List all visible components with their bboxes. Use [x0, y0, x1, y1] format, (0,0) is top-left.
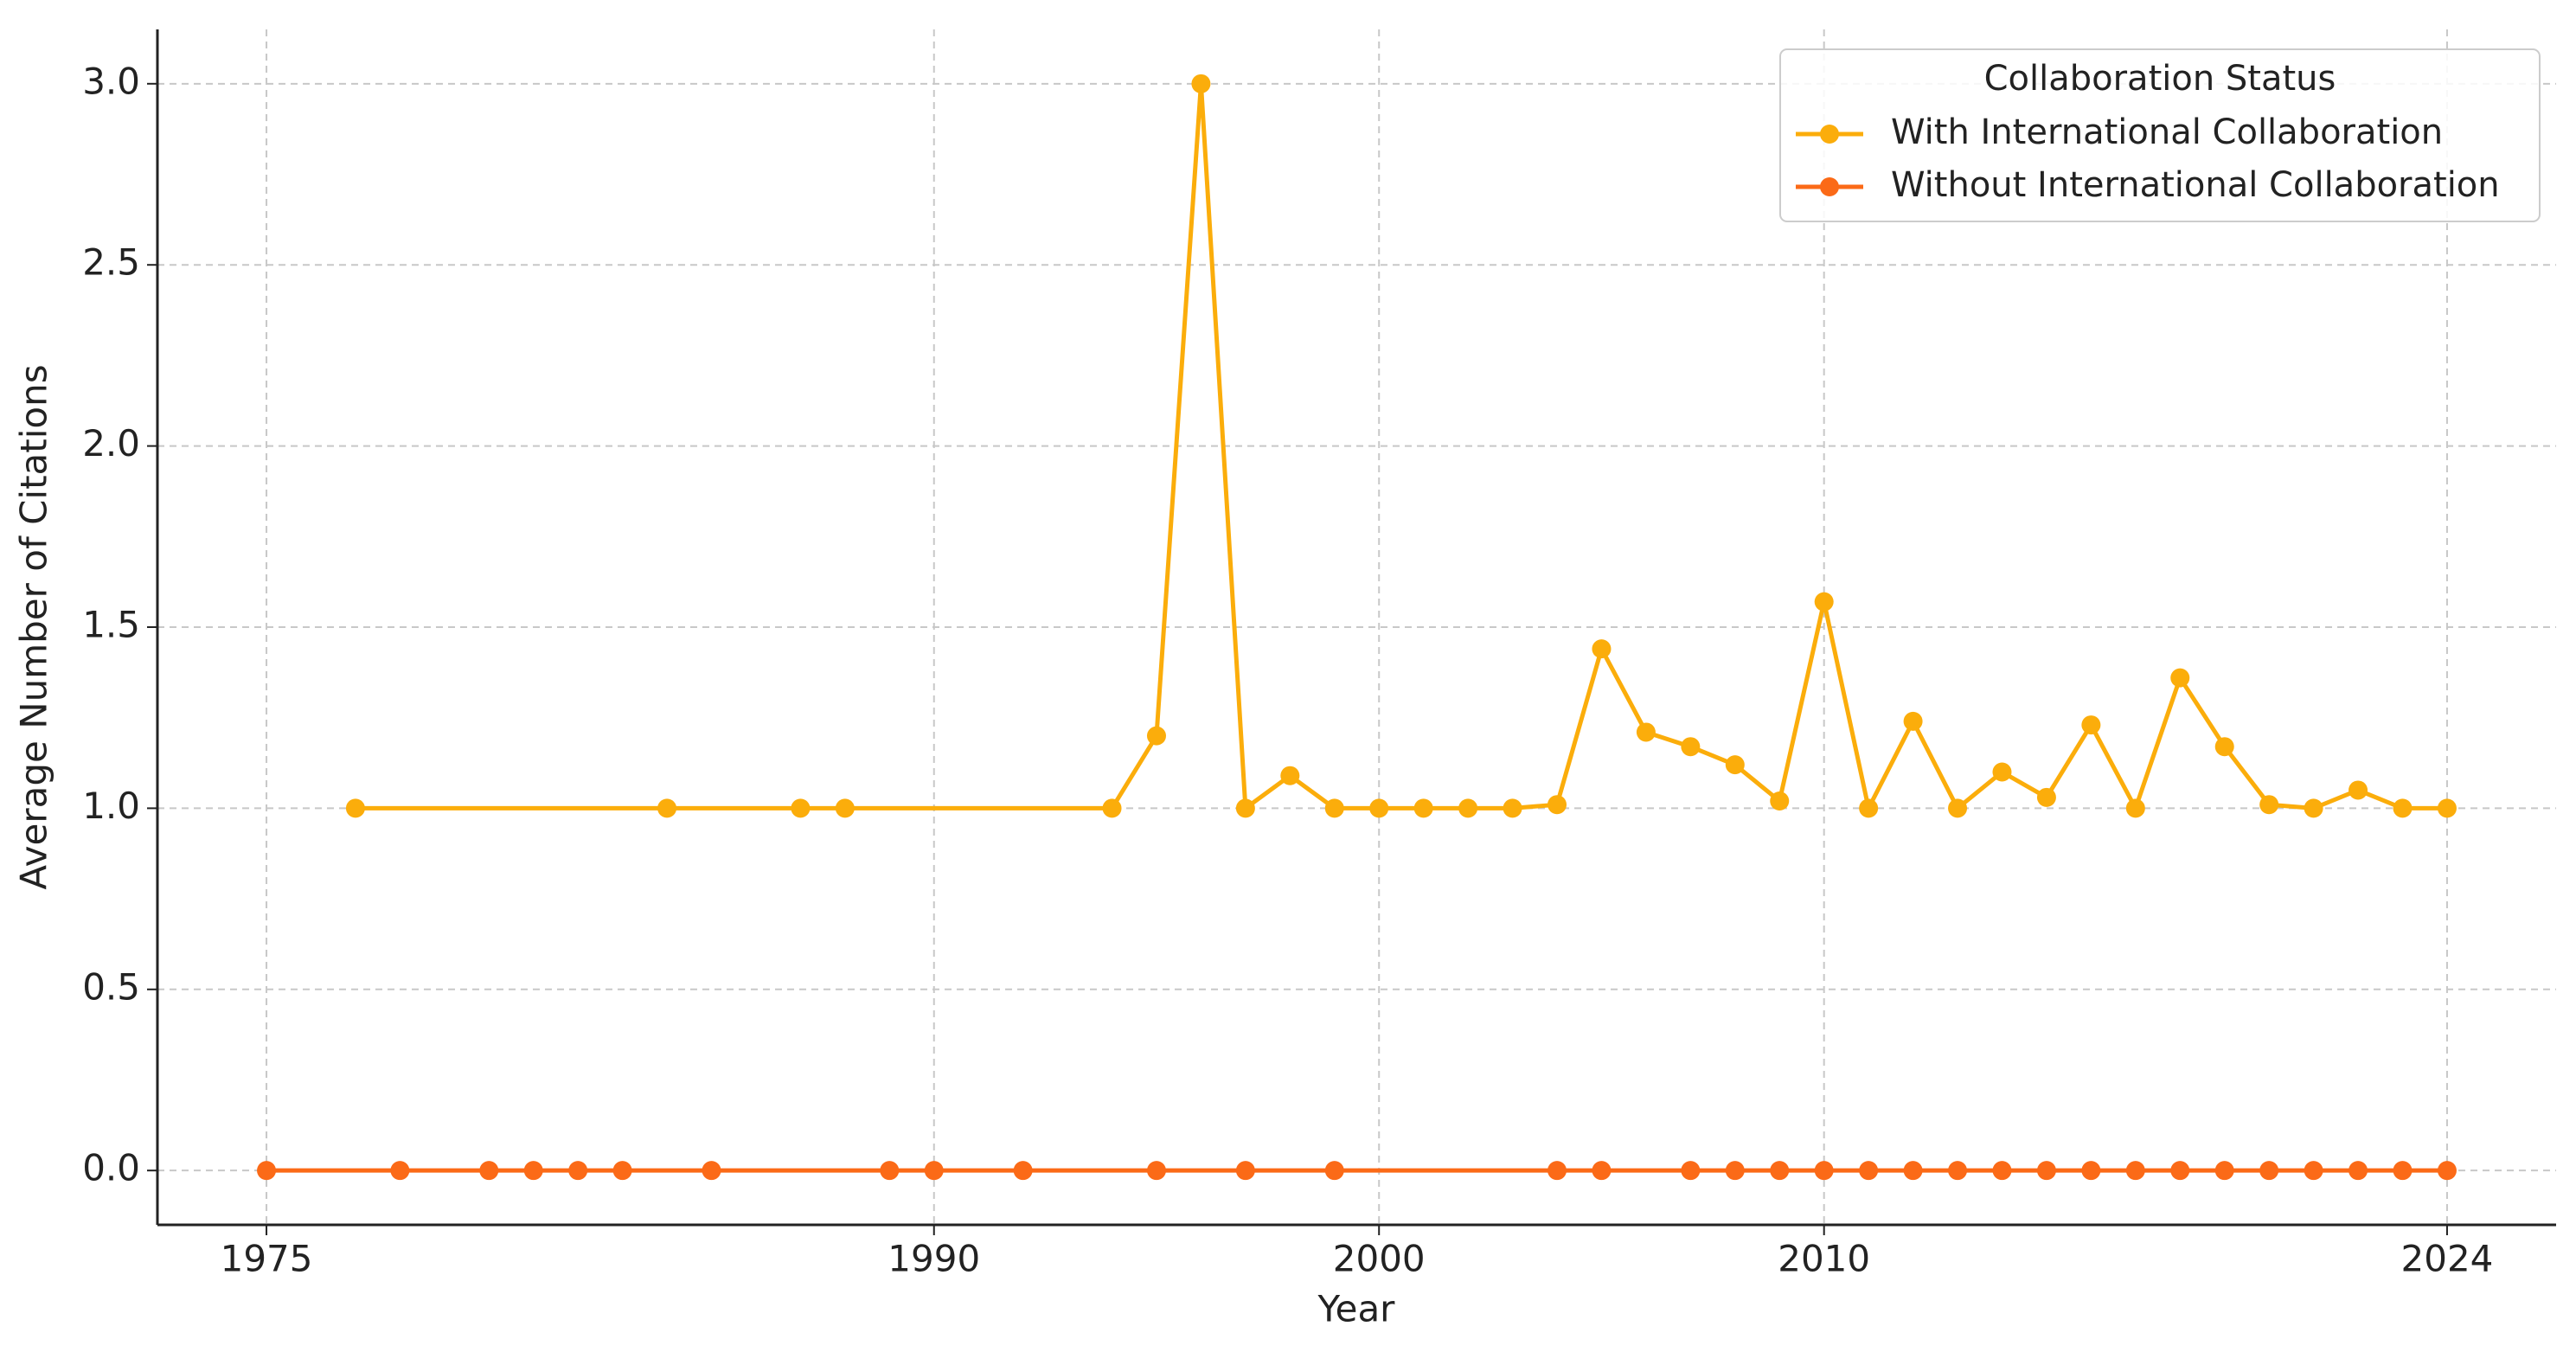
point [1503, 798, 1522, 818]
point [2393, 798, 2413, 818]
point [2170, 1161, 2190, 1181]
point [612, 1161, 632, 1181]
point [2304, 1161, 2323, 1181]
y-tick-label: 3.0 [82, 60, 140, 102]
point [1235, 1161, 1255, 1181]
point [2214, 1161, 2234, 1181]
point [2437, 1161, 2457, 1181]
point [1903, 1161, 1923, 1181]
y-tick-label: 2.0 [82, 422, 140, 465]
point [880, 1161, 900, 1181]
x-axis-label: Year [1317, 1288, 1396, 1330]
legend-label: Without International Collaboration [1891, 165, 2500, 205]
point [2393, 1161, 2413, 1181]
point [1592, 639, 1612, 659]
point [1413, 798, 1433, 818]
point [1592, 1161, 1612, 1181]
x-tick-label: 1975 [221, 1238, 313, 1280]
point [2036, 1161, 2056, 1181]
point [1458, 798, 1478, 818]
point [1948, 1161, 1968, 1181]
point [1548, 795, 1567, 815]
point [1725, 1161, 1745, 1181]
point [1992, 1161, 2012, 1181]
point [791, 798, 811, 818]
point [2349, 780, 2368, 800]
point [657, 798, 677, 818]
point [1903, 711, 1923, 731]
point [924, 1161, 944, 1181]
point [1146, 726, 1166, 746]
legend-marker [1820, 125, 1839, 144]
point [1369, 798, 1389, 818]
point [1636, 722, 1656, 742]
point [1102, 798, 1122, 818]
y-tick-label: 2.5 [82, 241, 140, 284]
point [2349, 1161, 2368, 1181]
point [1859, 798, 1879, 818]
legend-marker [1820, 177, 1839, 196]
point [2259, 795, 2279, 815]
point [2081, 715, 2101, 735]
point [345, 798, 365, 818]
point [1814, 592, 1834, 612]
point [1191, 74, 1211, 93]
point [1324, 798, 1344, 818]
x-tick-label: 2024 [2401, 1238, 2494, 1280]
legend-box [1779, 48, 2541, 222]
point [1681, 1161, 1701, 1181]
point [257, 1161, 277, 1181]
y-tick-label: 0.0 [82, 1147, 140, 1189]
point [1725, 755, 1745, 775]
point [1770, 1161, 1790, 1181]
point [2036, 787, 2056, 807]
point [2170, 668, 2190, 688]
point [479, 1161, 499, 1181]
point [523, 1161, 543, 1181]
legend-label: With International Collaboration [1891, 112, 2443, 152]
point [2304, 798, 2323, 818]
point [2259, 1161, 2279, 1181]
point [1948, 798, 1968, 818]
point [2437, 798, 2457, 818]
x-tick-label: 2010 [1778, 1238, 1870, 1280]
point [390, 1161, 410, 1181]
point [1235, 798, 1255, 818]
x-tick-label: 1990 [888, 1238, 980, 1280]
point [2214, 737, 2234, 757]
point [1013, 1161, 1033, 1181]
point [1992, 762, 2012, 782]
point [835, 798, 855, 818]
x-tick-label: 2000 [1333, 1238, 1426, 1280]
point [1859, 1161, 1879, 1181]
point [2125, 798, 2145, 818]
y-tick-label: 1.0 [82, 785, 140, 827]
point [1814, 1161, 1834, 1181]
legend-title: Collaboration Status [1984, 59, 2336, 99]
point [568, 1161, 588, 1181]
point [1681, 737, 1701, 757]
point [1146, 1161, 1166, 1181]
y-tick-label: 1.5 [82, 604, 140, 646]
point [1770, 791, 1790, 811]
point [2081, 1161, 2101, 1181]
point [1324, 1161, 1344, 1181]
point [702, 1161, 721, 1181]
point [2125, 1161, 2145, 1181]
y-axis-label: Average Number of Citations [13, 364, 55, 889]
point [1280, 766, 1300, 785]
y-tick-label: 0.5 [82, 965, 140, 1008]
point [1548, 1161, 1567, 1181]
